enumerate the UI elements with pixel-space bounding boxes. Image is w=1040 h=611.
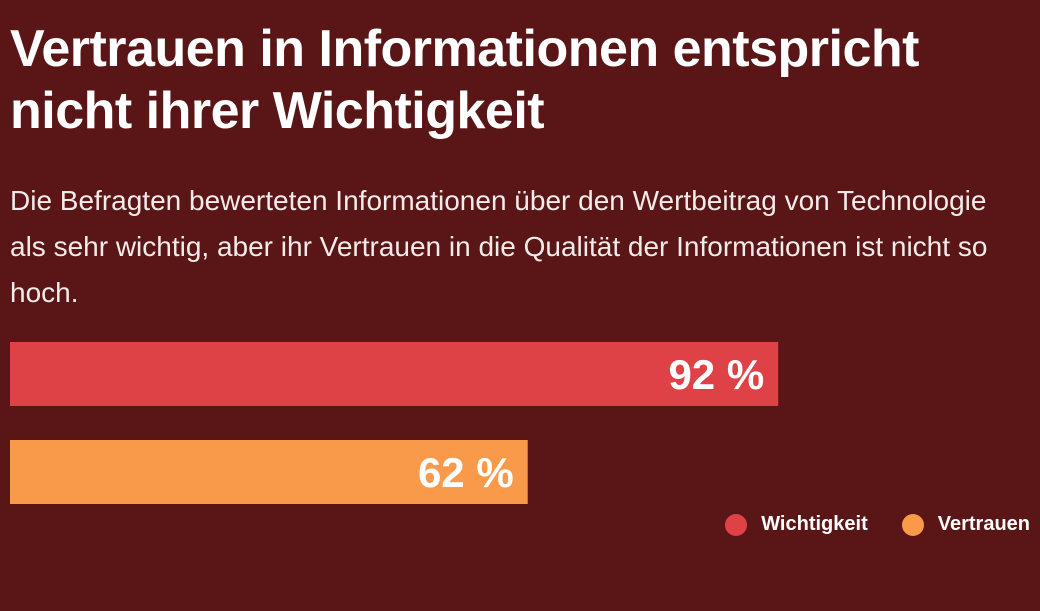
legend-item-wichtigkeit: Wichtigkeit <box>725 513 868 536</box>
bar-value-label-vertrauen: 62 % <box>418 449 514 496</box>
chart-subtitle: Die Befragten bewerteten Informationen ü… <box>10 185 988 308</box>
chart-legend: Wichtigkeit Vertrauen <box>691 513 1030 536</box>
bar-wichtigkeit <box>10 342 779 406</box>
legend-label-vertrauen: Vertrauen <box>937 513 1030 535</box>
legend-swatch-vertrauen <box>901 513 924 536</box>
legend-item-vertrauen: Vertrauen <box>901 513 1030 536</box>
bar-vertrauen <box>10 440 528 504</box>
chart-title: Vertrauen in Informationen entspricht ni… <box>10 20 919 140</box>
bar-value-label-wichtigkeit: 92 % <box>668 351 764 398</box>
legend-swatch-wichtigkeit <box>725 513 748 536</box>
legend-label-wichtigkeit: Wichtigkeit <box>761 513 868 535</box>
